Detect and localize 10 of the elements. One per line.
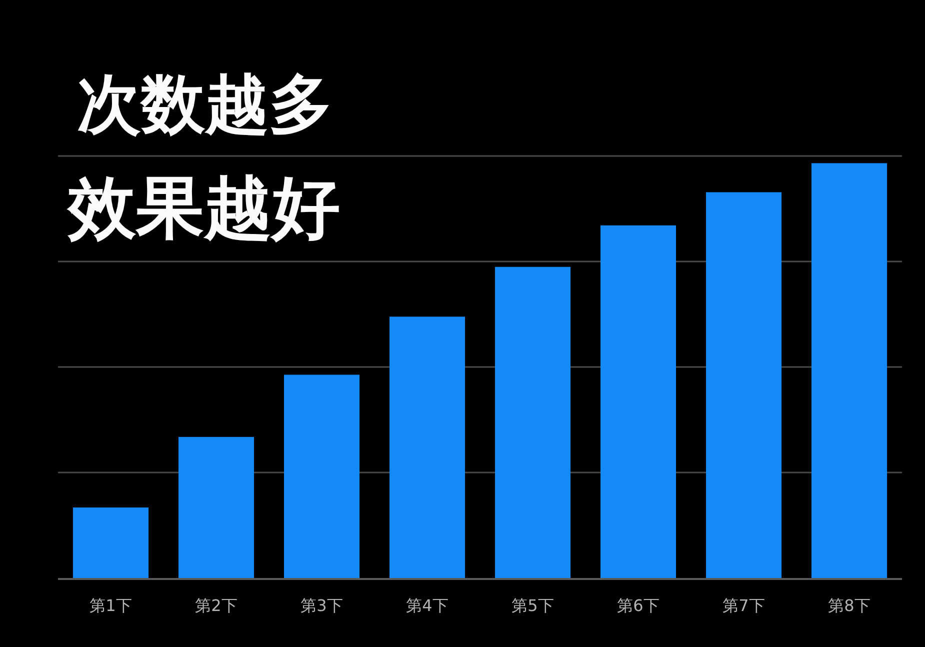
x-tick-label: 第7下 [722, 596, 765, 615]
x-tick-label: 第2下 [195, 596, 238, 615]
title: 次数越多 [77, 68, 333, 142]
x-tick-label: 第1下 [90, 596, 132, 615]
x-tick-label: 第5下 [512, 596, 554, 615]
subtitle: 效果越好 [68, 169, 340, 248]
x-tick-label: 第4下 [406, 596, 448, 615]
x-tick-label: 第8下 [828, 596, 870, 615]
x-tick-label: 第3下 [300, 596, 343, 615]
x-tick-label: 第6下 [617, 596, 660, 615]
